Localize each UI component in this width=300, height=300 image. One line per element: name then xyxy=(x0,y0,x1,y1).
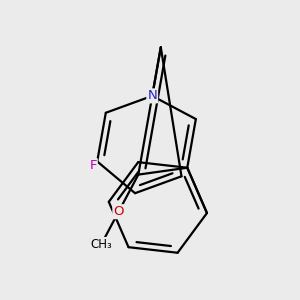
Text: CH₃: CH₃ xyxy=(90,238,112,251)
Text: O: O xyxy=(113,205,124,218)
Text: N: N xyxy=(147,89,157,102)
Text: F: F xyxy=(89,159,97,172)
